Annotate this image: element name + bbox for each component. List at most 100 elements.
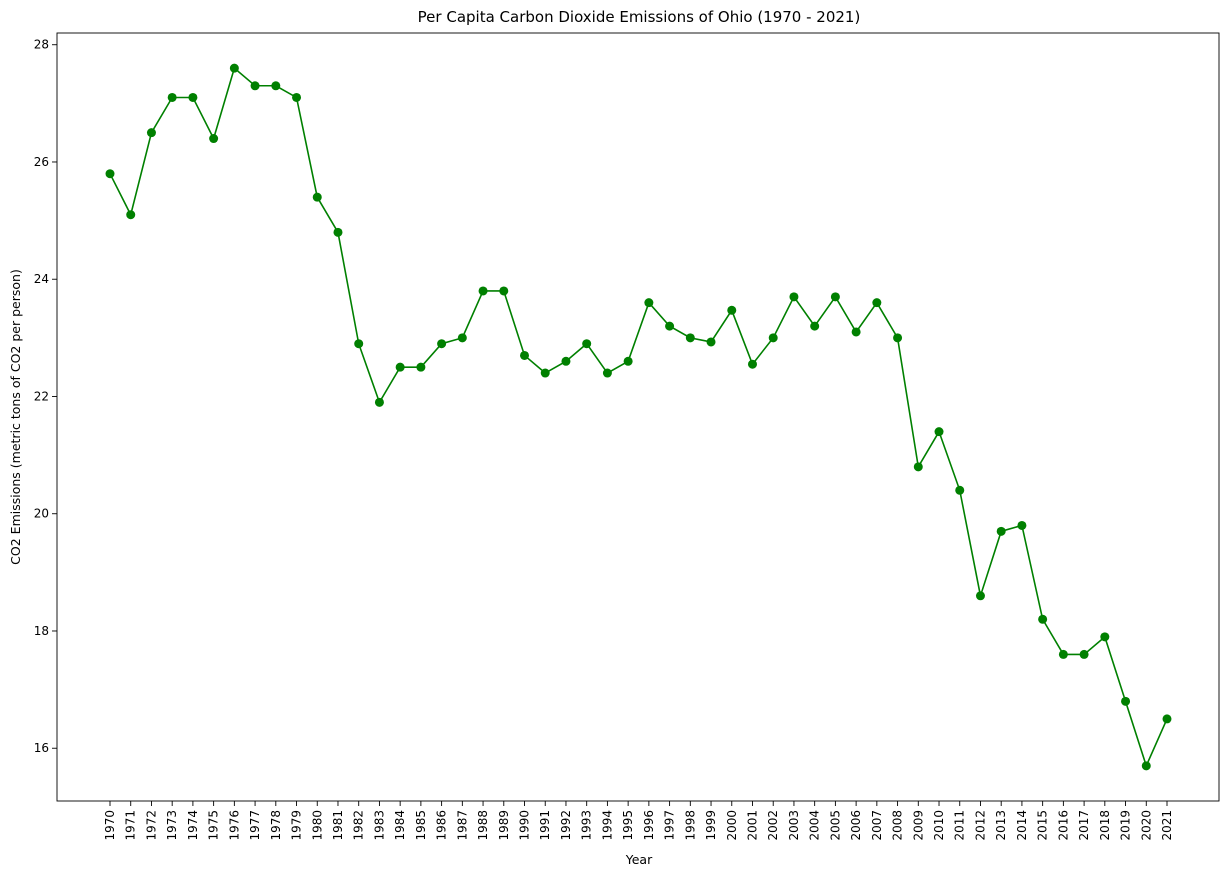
data-point: [747, 359, 757, 369]
x-tick-label: 1978: [269, 810, 283, 841]
data-point: [209, 134, 219, 144]
data-point: [665, 321, 675, 331]
series-line: [109, 66, 1168, 769]
data-point: [1079, 649, 1089, 659]
x-tick-label: 2014: [1015, 810, 1029, 841]
data-point: [374, 397, 384, 407]
x-tick-label: 1997: [663, 810, 677, 841]
x-axis: 1970 1971 1972 1973 1974 1975 1976 1977 1978 1979…: [103, 801, 1174, 841]
data-point: [229, 63, 239, 73]
x-tick-label: 1985: [414, 810, 428, 841]
y-tick-label: 16: [34, 741, 49, 755]
y-axis-label: CO2 Emissions (metric tons of CO2 per pe…: [8, 269, 23, 565]
chart-title: Per Capita Carbon Dioxide Emissions of O…: [418, 8, 861, 26]
x-tick-label: 2009: [911, 810, 925, 841]
x-tick-label: 1991: [538, 810, 552, 841]
data-point: [354, 339, 364, 349]
y-tick-label: 22: [34, 389, 49, 403]
x-tick-label: 1990: [518, 810, 532, 841]
x-tick-label: 2001: [745, 810, 759, 841]
data-point: [934, 427, 944, 437]
data-point: [520, 350, 530, 360]
y-tick-label: 20: [34, 507, 49, 521]
plot-area: [56, 32, 1220, 802]
data-point: [1017, 520, 1027, 530]
data-point: [478, 286, 488, 296]
y-tick-label: 18: [34, 624, 49, 638]
data-point: [582, 339, 592, 349]
y-axis: 16 18 20 22 24 26 28: [34, 38, 57, 755]
data-point: [561, 356, 571, 366]
x-tick-label: 1986: [435, 810, 449, 841]
data-point: [292, 92, 302, 102]
x-tick-label: 1983: [372, 810, 386, 841]
x-tick-label: 2020: [1139, 810, 1153, 841]
x-tick-label: 2017: [1077, 810, 1091, 841]
data-point: [416, 362, 426, 372]
x-tick-label: 1998: [683, 810, 697, 841]
data-point: [146, 128, 156, 138]
x-tick-label: 1982: [352, 810, 366, 841]
data-point: [602, 368, 612, 378]
data-point: [872, 298, 882, 308]
x-tick-label: 1987: [455, 810, 469, 841]
x-tick-label: 2019: [1119, 810, 1133, 841]
data-point: [768, 333, 778, 343]
x-tick-label: 1973: [165, 810, 179, 841]
data-point: [1038, 614, 1048, 624]
x-tick-label: 2021: [1160, 810, 1174, 841]
x-tick-label: 1988: [476, 810, 490, 841]
x-tick-label: 2018: [1098, 810, 1112, 841]
x-tick-label: 1974: [186, 810, 200, 841]
data-point: [540, 368, 550, 378]
x-tick-label: 2008: [891, 810, 905, 841]
data-point: [312, 192, 322, 202]
data-point: [623, 356, 633, 366]
x-tick-label: 1996: [642, 810, 656, 841]
x-tick-label: 1989: [497, 810, 511, 841]
y-tick-label: 26: [34, 155, 49, 169]
x-tick-label: 2006: [849, 810, 863, 841]
data-point: [395, 362, 405, 372]
x-axis-label: Year: [625, 852, 653, 867]
x-tick-label: 2013: [994, 810, 1008, 841]
data-point: [851, 327, 861, 337]
x-tick-label: 2005: [828, 810, 842, 841]
x-tick-label: 2003: [787, 810, 801, 841]
data-point: [706, 337, 716, 347]
x-tick-label: 2015: [1036, 810, 1050, 841]
data-point: [789, 292, 799, 302]
data-point: [250, 81, 260, 91]
x-tick-label: 2012: [973, 810, 987, 841]
x-tick-label: 1994: [600, 810, 614, 841]
data-point: [727, 305, 737, 315]
x-tick-label: 1975: [207, 810, 221, 841]
data-point: [1162, 714, 1172, 724]
data-point: [271, 81, 281, 91]
data-point: [126, 210, 136, 220]
data-point: [810, 321, 820, 331]
data-point: [499, 286, 509, 296]
data-point: [893, 333, 903, 343]
x-tick-label: 2016: [1056, 810, 1070, 841]
x-tick-label: 2010: [932, 810, 946, 841]
x-tick-label: 1970: [103, 810, 117, 841]
data-point: [830, 292, 840, 302]
data-point: [1100, 632, 1110, 642]
data-point: [685, 333, 695, 343]
x-tick-label: 2000: [725, 810, 739, 841]
data-point: [457, 333, 467, 343]
x-tick-label: 1977: [248, 810, 262, 841]
x-tick-label: 1980: [310, 810, 324, 841]
data-point: [167, 92, 177, 102]
data-point: [644, 298, 654, 308]
x-tick-label: 1972: [144, 810, 158, 841]
x-tick-label: 1979: [290, 810, 304, 841]
data-point: [437, 339, 447, 349]
data-point: [996, 526, 1006, 536]
data-point: [975, 591, 985, 601]
data-point: [333, 227, 343, 237]
y-tick-label: 28: [34, 38, 49, 52]
